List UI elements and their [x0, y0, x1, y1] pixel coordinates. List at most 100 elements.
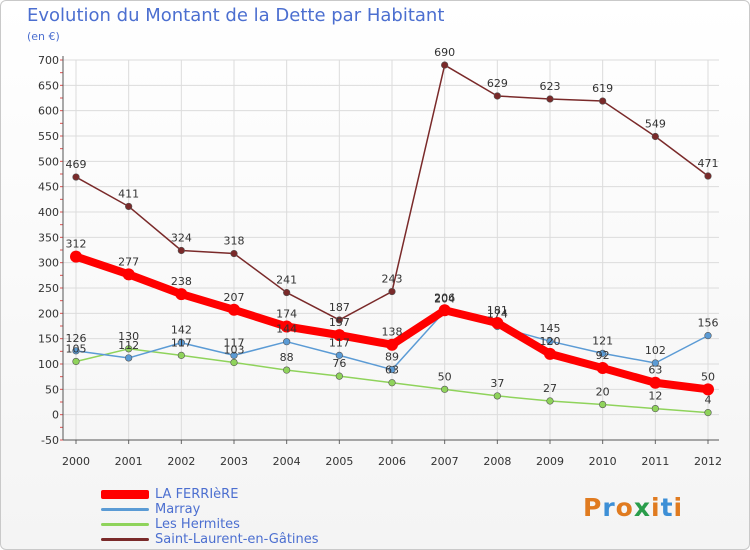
- y-tick-label: 0: [52, 409, 59, 422]
- y-minor-tick: [60, 236, 63, 238]
- data-label: 103: [224, 343, 245, 356]
- data-label: 145: [540, 322, 561, 335]
- x-tick-label: 2008: [483, 455, 511, 468]
- legend-item-les-hermites[interactable]: Les Hermites: [101, 516, 240, 532]
- y-tick-label: 400: [38, 206, 59, 219]
- y-tick-label: 500: [38, 155, 59, 168]
- data-label: 130: [118, 330, 139, 343]
- x-tick-label: 2002: [167, 455, 195, 468]
- y-minor-tick: [60, 350, 63, 352]
- y-tick-label: 200: [38, 307, 59, 320]
- data-point: [441, 61, 449, 69]
- data-point: [230, 249, 238, 258]
- data-point: [280, 320, 293, 333]
- data-label: 690: [434, 46, 455, 59]
- y-minor-tick: [60, 224, 63, 226]
- x-tick-label: 2001: [115, 455, 143, 468]
- data-point: [228, 303, 240, 316]
- y-tick-label: 50: [45, 383, 59, 396]
- logo-letter: x: [633, 493, 651, 522]
- y-tick-label: 100: [38, 358, 59, 371]
- legend-item-la-ferriere[interactable]: LA FERRIèRE: [101, 486, 238, 502]
- data-label: 549: [645, 118, 666, 131]
- x-tick-label: 2010: [589, 455, 617, 468]
- data-point: [333, 329, 346, 342]
- data-point: [388, 379, 396, 387]
- data-point: [599, 349, 607, 357]
- data-label: 157: [329, 316, 350, 329]
- data-point: [230, 358, 238, 367]
- data-point: [704, 409, 712, 417]
- data-point: [599, 97, 607, 105]
- data-point: [438, 304, 451, 317]
- logo-letter: t: [660, 493, 674, 522]
- y-minor-tick: [60, 312, 63, 314]
- data-point: [230, 351, 238, 359]
- data-point: [177, 246, 185, 255]
- data-point: [441, 385, 449, 393]
- data-label: 318: [224, 235, 245, 248]
- legend-label: Marray: [155, 501, 201, 517]
- y-minor-tick: [60, 59, 63, 61]
- legend-item-marray[interactable]: Marray: [101, 501, 200, 517]
- data-label: 207: [224, 291, 245, 304]
- data-label: 63: [648, 364, 662, 377]
- y-minor-tick: [60, 110, 63, 112]
- legend-swatch: [101, 507, 149, 511]
- data-label: 76: [332, 357, 346, 370]
- y-minor-tick: [60, 414, 63, 416]
- data-point: [651, 132, 659, 141]
- data-label: 204: [434, 292, 455, 305]
- data-label: 102: [645, 344, 666, 357]
- legend-swatch: [101, 537, 149, 541]
- data-label: 144: [276, 323, 297, 336]
- data-label: 4: [705, 394, 712, 407]
- y-minor-tick: [60, 388, 63, 390]
- x-tick-label: 2007: [431, 455, 459, 468]
- data-point: [335, 372, 343, 380]
- y-minor-tick: [60, 376, 63, 378]
- legend-label: Saint-Laurent-en-Gâtines: [155, 531, 319, 547]
- data-point: [72, 347, 80, 355]
- data-label: 619: [592, 82, 613, 95]
- data-point: [72, 357, 80, 366]
- legend-item-saint-laurent[interactable]: Saint-Laurent-en-Gâtines: [101, 531, 319, 547]
- x-tick-label: 2005: [325, 455, 353, 468]
- chart-title: Evolution du Montant de la Dette par Hab…: [27, 5, 445, 26]
- data-point: [546, 397, 554, 405]
- y-tick-label: 150: [38, 333, 59, 346]
- data-point: [177, 339, 185, 347]
- data-point: [651, 404, 659, 413]
- data-label: 50: [438, 370, 452, 383]
- data-label: 12: [648, 390, 662, 403]
- x-tick-label: 2003: [220, 455, 248, 468]
- data-point: [599, 400, 607, 409]
- data-point: [546, 337, 554, 345]
- data-label: 112: [118, 339, 139, 352]
- y-tick-label: -50: [41, 434, 59, 447]
- data-label: 37: [490, 377, 504, 390]
- y-minor-tick: [60, 122, 63, 124]
- data-label: 312: [66, 238, 87, 251]
- legend-swatch: [101, 489, 149, 499]
- data-point: [283, 366, 291, 374]
- y-minor-tick: [60, 249, 63, 251]
- y-minor-tick: [60, 262, 63, 264]
- data-point: [125, 345, 133, 353]
- data-point: [704, 172, 712, 180]
- logo-letter: i: [673, 493, 684, 522]
- data-point: [283, 338, 291, 346]
- data-point: [386, 338, 398, 351]
- data-point: [177, 351, 185, 359]
- data-label: 181: [487, 304, 508, 317]
- data-label: 174: [276, 308, 297, 321]
- y-minor-tick: [60, 173, 63, 175]
- x-tick-label: 2004: [273, 455, 301, 468]
- y-minor-tick: [60, 72, 63, 74]
- x-tick-label: 2012: [694, 455, 722, 468]
- data-point: [493, 392, 501, 400]
- y-tick-label: 350: [38, 231, 59, 244]
- y-minor-tick: [60, 287, 63, 289]
